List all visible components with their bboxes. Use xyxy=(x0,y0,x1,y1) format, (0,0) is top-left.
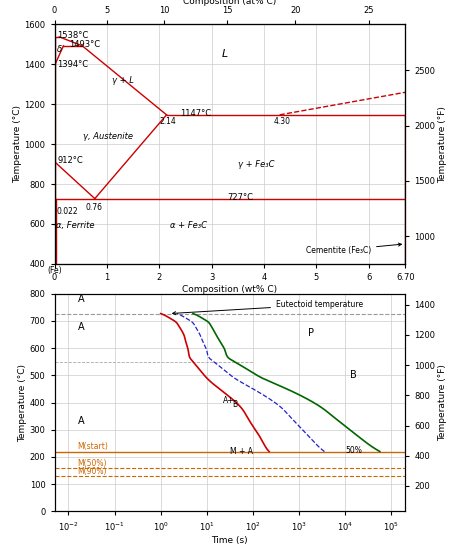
Y-axis label: Temperature (°C): Temperature (°C) xyxy=(18,363,27,442)
Text: Eutectoid temperature: Eutectoid temperature xyxy=(173,300,363,315)
X-axis label: Time (s): Time (s) xyxy=(211,535,248,544)
Text: A+: A+ xyxy=(223,395,235,405)
X-axis label: Composition (at% C): Composition (at% C) xyxy=(183,0,276,5)
Text: A: A xyxy=(78,416,84,426)
Text: B: B xyxy=(350,370,356,380)
Text: 1538°C: 1538°C xyxy=(57,32,88,40)
Y-axis label: Temperature (°C): Temperature (°C) xyxy=(13,105,22,183)
Text: A: A xyxy=(78,323,84,332)
Y-axis label: Temperature (°F): Temperature (°F) xyxy=(438,364,447,441)
Text: B: B xyxy=(232,400,237,409)
Text: M + A: M + A xyxy=(230,447,253,456)
Text: 727°C: 727°C xyxy=(227,193,253,202)
Text: α + Fe₃C: α + Fe₃C xyxy=(170,221,207,231)
Text: P: P xyxy=(308,328,314,338)
X-axis label: Composition (wt% C): Composition (wt% C) xyxy=(182,285,277,294)
Text: 2.14: 2.14 xyxy=(159,117,176,126)
Text: (Fe): (Fe) xyxy=(47,266,62,275)
Text: M(50%): M(50%) xyxy=(78,459,107,468)
Text: 50%: 50% xyxy=(345,446,362,455)
Text: 4.30: 4.30 xyxy=(273,117,291,126)
Text: 0.76: 0.76 xyxy=(86,203,103,212)
Text: 0.022: 0.022 xyxy=(56,207,78,217)
Text: M(90%): M(90%) xyxy=(78,467,107,476)
Y-axis label: Temperature (°F): Temperature (°F) xyxy=(438,106,447,183)
Text: 1147°C: 1147°C xyxy=(180,109,211,118)
Text: Cementite (Fe₃C): Cementite (Fe₃C) xyxy=(306,243,401,255)
Text: M(start): M(start) xyxy=(78,442,109,452)
Text: δ: δ xyxy=(56,45,62,54)
Text: 1493°C: 1493°C xyxy=(69,40,100,49)
Text: γ, Austenite: γ, Austenite xyxy=(83,132,133,141)
Text: 1394°C: 1394°C xyxy=(57,60,88,69)
Text: 912°C: 912°C xyxy=(57,156,83,165)
Text: α, Ferrite: α, Ferrite xyxy=(56,221,95,231)
Text: L: L xyxy=(222,50,228,59)
Text: γ + Fe₃C: γ + Fe₃C xyxy=(238,159,274,169)
Text: A: A xyxy=(78,294,84,305)
Text: γ + L: γ + L xyxy=(112,76,134,85)
